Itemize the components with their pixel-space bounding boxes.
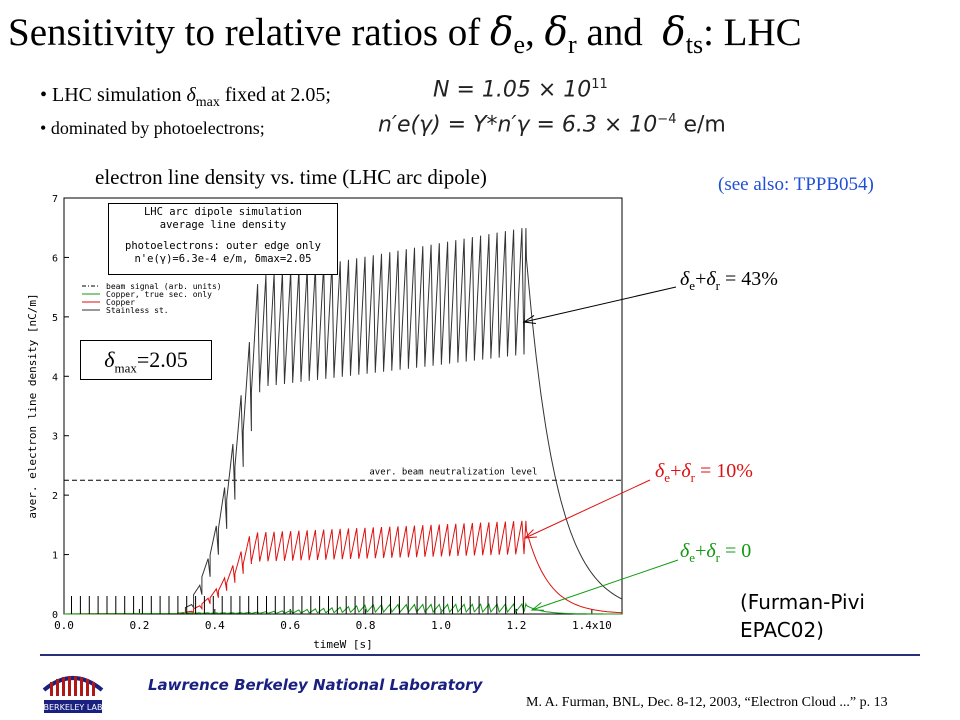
citation: M. A. Furman, BNL, Dec. 8-12, 2003, “Ele…	[526, 695, 888, 710]
y-tick-label: 4	[52, 372, 58, 383]
y-tick-label: 1	[52, 551, 58, 562]
arrow-10pct	[524, 479, 651, 539]
legend-entry: Copper, true sec. only	[106, 290, 212, 299]
arrow-10pct-head	[523, 529, 537, 539]
svg-text:BERKELEY LAB: BERKELEY LAB	[44, 703, 103, 712]
credit-reference: (Furman-Pivi EPAC02)	[740, 588, 865, 644]
bullet-2: • dominated by photoelectrons;	[40, 118, 265, 138]
y-tick-label: 3	[52, 432, 58, 443]
equation-photoelectrons: n′e(γ) = Y*n′γ = 6.3 × 10−4 e/m	[378, 112, 726, 138]
inset-line-1: LHC arc dipole simulation	[143, 206, 303, 218]
series-copper-true-sec-line	[63, 602, 622, 615]
equation-n-bunch: N = 1.05 × 1011	[433, 77, 608, 103]
inset-line-3: photoelectrons: outer edge only	[125, 240, 321, 252]
arrow-43pct	[523, 286, 677, 323]
arrow-zero	[531, 559, 679, 611]
y-tick-label: 5	[52, 313, 58, 324]
neutralization-level-label: aver. beam neutralization level	[369, 467, 537, 477]
x-tick-label: 0.2	[129, 619, 149, 632]
annotation-zero: δe+δr = 0	[680, 540, 752, 565]
x-tick-label: 0.4	[205, 619, 225, 632]
delta-max-box: δmax=2.05	[80, 340, 212, 380]
series-copper-line	[63, 520, 623, 615]
y-tick-label: 6	[52, 253, 58, 264]
x-tick-label: 0.0	[54, 619, 74, 632]
series-beam-signal	[71, 596, 524, 614]
annotation-43pct: δe+δr = 43%	[680, 268, 778, 293]
x-tick-label: 1.4x10	[572, 619, 612, 632]
legend-entry: Stainless st.	[106, 306, 169, 315]
y-axis-label: aver. electron line density [nC/m]	[26, 293, 39, 518]
y-tick-label: 0	[52, 610, 58, 621]
lab-name: Lawrence Berkeley National Laboratory	[148, 676, 483, 694]
legend-entry: Copper	[106, 298, 135, 307]
slide-title: Sensitivity to relative ratios of δe, δr…	[8, 10, 802, 59]
x-tick-label: 1.0	[431, 619, 451, 632]
arrow-43pct-head	[522, 315, 536, 324]
inset-line-2: average line density	[159, 219, 287, 231]
credit-line-2: EPAC02)	[740, 618, 824, 642]
y-tick-label: 7	[52, 194, 58, 205]
inset-line-4: n'e(γ)=6.3e-4 e/m, δmax=2.05	[134, 253, 312, 265]
plot-title: electron line density vs. time (LHC arc …	[95, 165, 487, 189]
footer-divider	[40, 654, 920, 656]
annotation-10pct: δe+δr = 10%	[655, 460, 753, 485]
berkeley-lab-logo-icon: BERKELEY LAB	[40, 664, 106, 716]
x-tick-label: 0.6	[280, 619, 300, 632]
credit-line-1: (Furman-Pivi	[740, 590, 865, 614]
x-axis-label: timeW [s]	[313, 638, 373, 651]
inset-description-box: LHC arc dipole simulation average line d…	[108, 203, 338, 275]
see-also-reference: (see also: TPPB054)	[718, 174, 874, 195]
x-tick-label: 1.2	[506, 619, 526, 632]
bullet-1: • LHC simulation δmax fixed at 2.05;	[40, 84, 331, 110]
y-tick-label: 2	[52, 491, 58, 502]
arrow-zero-head	[530, 602, 545, 611]
legend-entry: beam signal (arb. units)	[106, 282, 222, 291]
x-tick-label: 0.8	[356, 619, 376, 632]
series-stainless-steel-line	[63, 228, 623, 615]
